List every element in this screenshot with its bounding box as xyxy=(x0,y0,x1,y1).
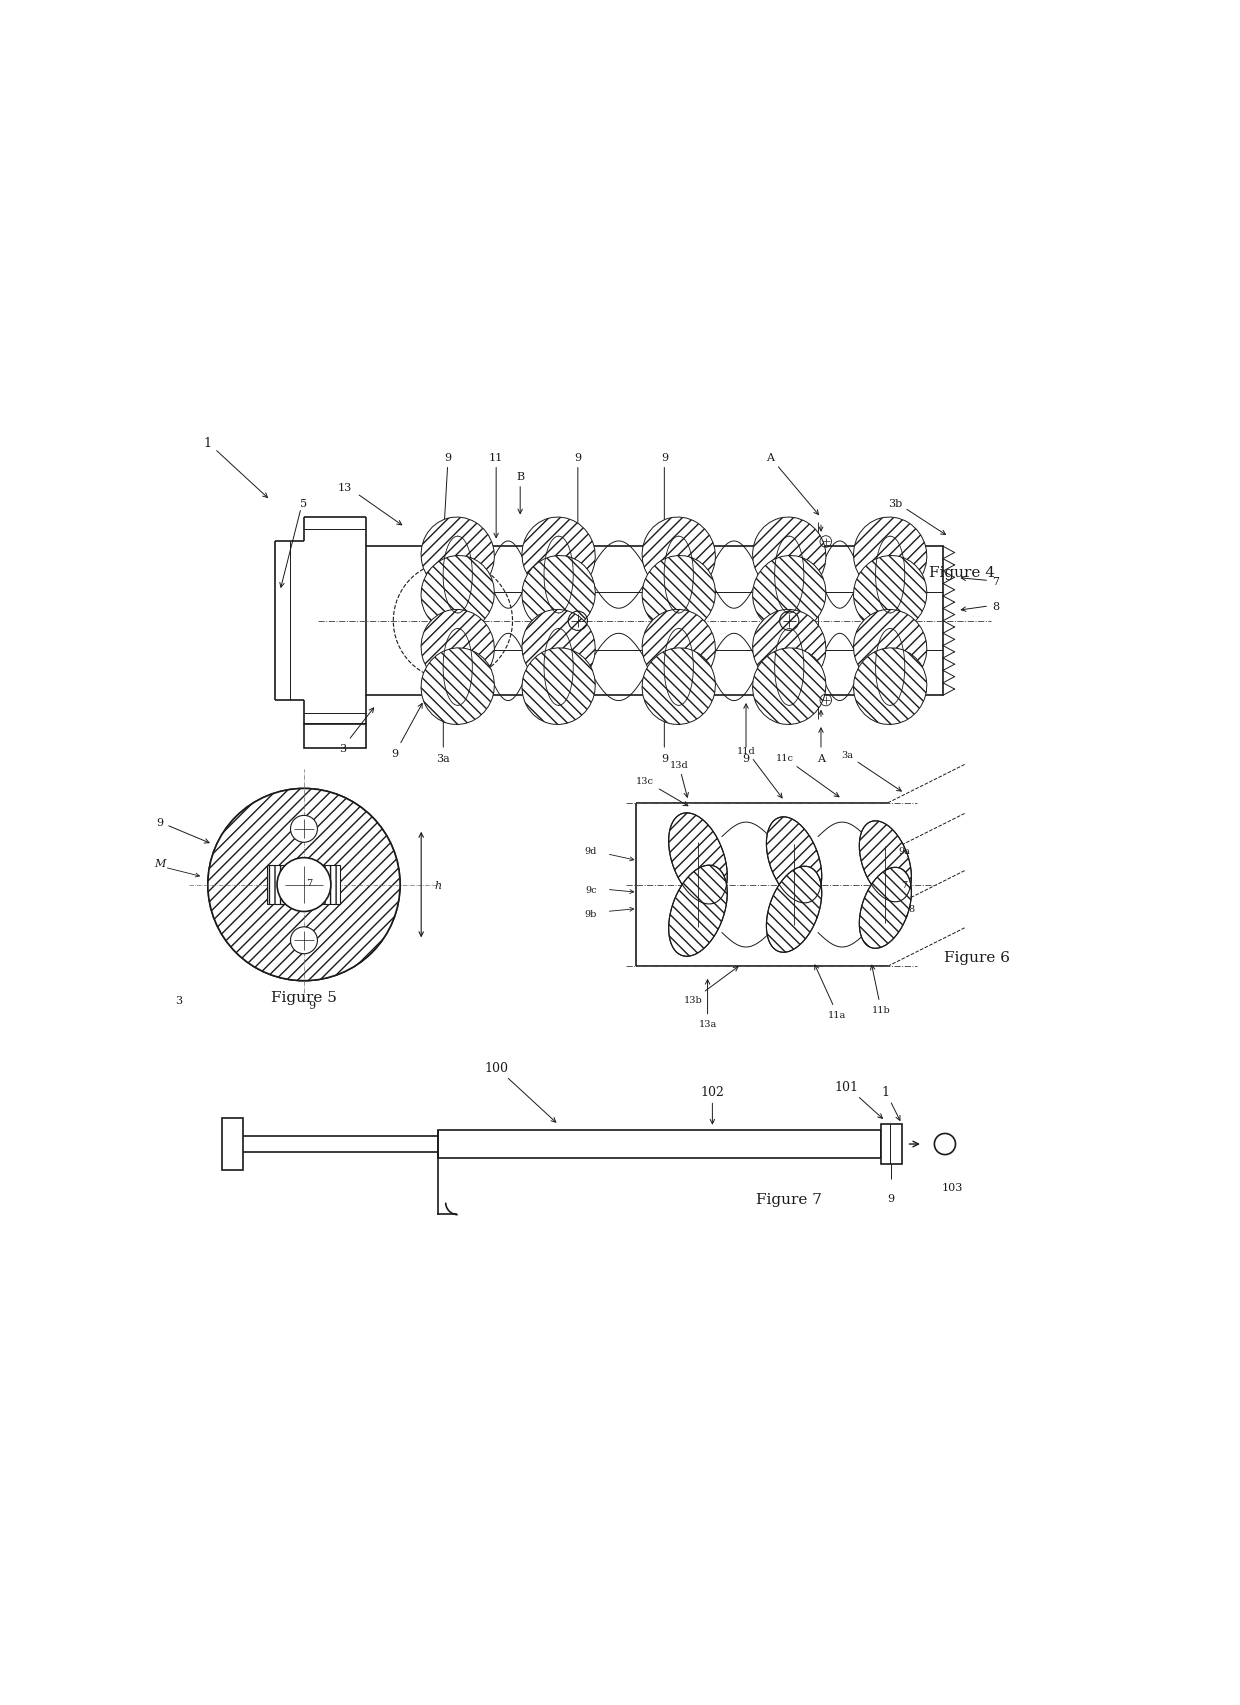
Polygon shape xyxy=(766,817,822,904)
Ellipse shape xyxy=(642,610,715,687)
Ellipse shape xyxy=(522,610,595,687)
Ellipse shape xyxy=(853,518,926,595)
Text: 1: 1 xyxy=(203,436,268,498)
Ellipse shape xyxy=(853,648,926,725)
Ellipse shape xyxy=(422,610,495,687)
Bar xyxy=(222,1118,243,1171)
Text: h: h xyxy=(435,880,441,890)
Bar xyxy=(268,866,341,904)
Text: 11d: 11d xyxy=(737,747,782,798)
Text: 11: 11 xyxy=(489,452,503,539)
Text: 9: 9 xyxy=(441,452,451,539)
Polygon shape xyxy=(766,866,822,953)
Ellipse shape xyxy=(522,648,595,725)
Text: 101: 101 xyxy=(835,1081,883,1118)
Text: 9: 9 xyxy=(156,818,210,844)
Ellipse shape xyxy=(853,610,926,687)
Text: 9: 9 xyxy=(392,704,423,759)
Bar xyxy=(304,725,367,748)
Bar xyxy=(367,547,942,696)
Text: 9: 9 xyxy=(574,452,582,539)
Text: Figure 5: Figure 5 xyxy=(272,991,337,1004)
Text: 9: 9 xyxy=(888,1194,895,1204)
Polygon shape xyxy=(668,813,727,904)
Ellipse shape xyxy=(422,518,495,595)
Bar xyxy=(880,1124,901,1165)
Text: 13a: 13a xyxy=(698,980,717,1028)
Ellipse shape xyxy=(853,556,926,633)
Bar xyxy=(439,1130,880,1159)
Ellipse shape xyxy=(753,610,826,687)
Circle shape xyxy=(290,817,317,842)
Text: 3: 3 xyxy=(339,709,373,754)
Text: 9b: 9b xyxy=(585,909,596,919)
Polygon shape xyxy=(859,822,911,902)
Text: A: A xyxy=(766,452,818,515)
Text: 8: 8 xyxy=(992,602,999,612)
Ellipse shape xyxy=(753,648,826,725)
Text: 7: 7 xyxy=(992,576,999,587)
Text: 11b: 11b xyxy=(870,965,890,1014)
Text: 8: 8 xyxy=(908,905,914,914)
Ellipse shape xyxy=(422,556,495,633)
Text: 9: 9 xyxy=(661,704,668,764)
Text: 9: 9 xyxy=(308,1001,315,1009)
Ellipse shape xyxy=(522,556,595,633)
Ellipse shape xyxy=(642,556,715,633)
Text: 13c: 13c xyxy=(636,777,688,806)
Text: 9c: 9c xyxy=(585,885,596,895)
Text: B: B xyxy=(516,472,525,515)
Ellipse shape xyxy=(422,648,495,725)
Text: 5: 5 xyxy=(300,500,308,508)
Polygon shape xyxy=(859,868,911,948)
Text: 102: 102 xyxy=(701,1084,724,1124)
Text: 9a: 9a xyxy=(899,847,910,856)
Text: 9: 9 xyxy=(743,704,749,764)
Text: 3b: 3b xyxy=(888,500,901,508)
Text: 9: 9 xyxy=(661,452,668,539)
Ellipse shape xyxy=(753,518,826,595)
Ellipse shape xyxy=(642,648,715,725)
Text: A: A xyxy=(817,728,825,764)
Ellipse shape xyxy=(753,556,826,633)
Polygon shape xyxy=(668,866,727,957)
Text: 3a: 3a xyxy=(841,750,901,791)
Text: 11a: 11a xyxy=(815,965,847,1020)
Text: Figure 6: Figure 6 xyxy=(944,950,1009,963)
Text: 13b: 13b xyxy=(683,967,738,1004)
Text: 3: 3 xyxy=(176,996,182,1006)
Text: 13: 13 xyxy=(337,483,352,493)
Text: Figure 4: Figure 4 xyxy=(929,566,996,580)
Text: 7: 7 xyxy=(901,880,908,890)
Circle shape xyxy=(290,928,317,955)
Text: 13d: 13d xyxy=(670,760,688,798)
Text: 103: 103 xyxy=(942,1183,963,1192)
Text: 9d: 9d xyxy=(585,847,596,856)
Ellipse shape xyxy=(522,518,595,595)
Text: 7: 7 xyxy=(305,878,312,888)
Ellipse shape xyxy=(642,518,715,595)
Text: 3a: 3a xyxy=(436,704,450,764)
Text: 1: 1 xyxy=(882,1084,900,1120)
Text: M: M xyxy=(154,859,165,870)
Circle shape xyxy=(208,789,401,980)
Circle shape xyxy=(277,858,331,912)
Text: Figure 7: Figure 7 xyxy=(756,1192,822,1205)
Circle shape xyxy=(208,789,401,980)
Text: 11c: 11c xyxy=(775,754,839,798)
Text: 100: 100 xyxy=(484,1061,556,1122)
